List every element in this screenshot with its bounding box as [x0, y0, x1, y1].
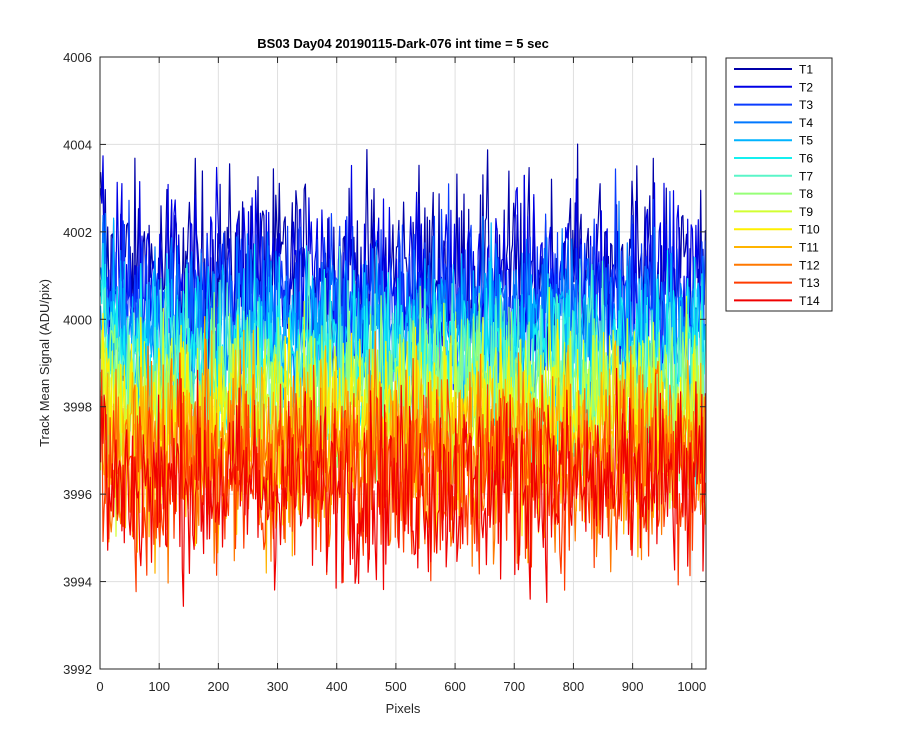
x-tick-label: 100 — [148, 679, 170, 694]
y-tick-label: 3994 — [63, 575, 92, 590]
x-tick-label: 0 — [96, 679, 103, 694]
legend-box — [725, 57, 833, 312]
legend-label-t6: T6 — [799, 152, 813, 166]
series-layer — [100, 143, 706, 607]
legend-label-t3: T3 — [799, 98, 813, 112]
x-axis: 0 100 200 300 400 500 600 700 800 900 1000 — [96, 57, 706, 694]
y-tick-label: 4004 — [63, 137, 92, 152]
series-line-t14 — [100, 367, 706, 607]
y-tick-label: 3992 — [63, 662, 92, 677]
y-tick-label: 3998 — [63, 400, 92, 415]
y-axis-label: Track Mean Signal (ADU/pix) — [37, 279, 52, 447]
x-tick-label: 500 — [385, 679, 407, 694]
y-tick-label: 4000 — [63, 312, 92, 327]
x-tick-label: 200 — [208, 679, 230, 694]
legend-label-t9: T9 — [799, 205, 813, 219]
legend-label-t5: T5 — [799, 134, 813, 148]
legend-label-t13: T13 — [799, 276, 820, 290]
x-tick-label: 600 — [444, 679, 466, 694]
y-tick-label: 3996 — [63, 487, 92, 502]
x-tick-label: 900 — [622, 679, 644, 694]
legend-label-t14: T14 — [799, 294, 820, 308]
plot-frame — [99, 56, 707, 670]
y-axis: 3992 3994 3996 3998 4000 4002 4004 4006 — [63, 50, 706, 677]
legend-label-t1: T1 — [799, 63, 813, 77]
legend: T1 T2 T3 T4 T5 T6 T7 T8 T9 T10 T11 T12 T13 T14 — [725, 57, 833, 312]
legend-label-t10: T10 — [799, 223, 820, 237]
x-tick-label: 400 — [326, 679, 348, 694]
y-tick-label: 4006 — [63, 50, 92, 65]
x-tick-label: 700 — [503, 679, 525, 694]
legend-label-t11: T11 — [799, 241, 819, 255]
legend-label-t12: T12 — [799, 258, 820, 272]
legend-label-t7: T7 — [799, 169, 813, 183]
legend-label-t8: T8 — [799, 187, 813, 201]
y-tick-label: 4002 — [63, 225, 92, 240]
x-tick-label: 300 — [267, 679, 289, 694]
chart-title: BS03 Day04 20190115-Dark-076 int time = … — [257, 36, 549, 51]
x-axis-label: Pixels — [386, 701, 421, 716]
x-tick-label: 800 — [563, 679, 585, 694]
legend-label-t4: T4 — [799, 116, 813, 130]
x-tick-label: 1000 — [677, 679, 706, 694]
legend-label-t2: T2 — [799, 80, 813, 94]
